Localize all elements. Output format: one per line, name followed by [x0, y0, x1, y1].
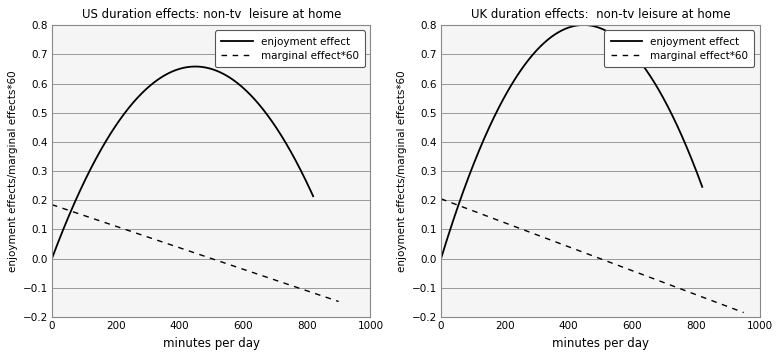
- marginal effect*60: [185, 249, 194, 253]
- Y-axis label: enjoyment effects/marginal effects*60: enjoyment effects/marginal effects*60: [9, 70, 18, 272]
- enjoyment effect: [262, 112, 271, 116]
- marginal effect*60: [437, 197, 446, 201]
- enjoyment effect: [562, 26, 572, 30]
- marginal effect*60: [616, 264, 626, 268]
- Title: UK duration effects:  non-tv leisure at home: UK duration effects: non-tv leisure at h…: [470, 8, 730, 21]
- enjoyment effect: [203, 66, 212, 70]
- enjoyment effect: [692, 169, 701, 174]
- enjoyment effect: [437, 256, 446, 261]
- marginal effect*60: [218, 260, 227, 265]
- Line: marginal effect*60: marginal effect*60: [441, 199, 744, 313]
- marginal effect*60: [327, 297, 337, 301]
- enjoyment effect: [578, 23, 587, 27]
- Line: enjoyment effect: enjoyment effect: [441, 25, 702, 258]
- enjoyment effect: [188, 64, 198, 69]
- Legend: enjoyment effect, marginal effect*60: enjoyment effect, marginal effect*60: [216, 30, 366, 67]
- marginal effect*60: [600, 258, 609, 262]
- Y-axis label: enjoyment effects/marginal effects*60: enjoyment effects/marginal effects*60: [398, 70, 408, 272]
- marginal effect*60: [684, 290, 694, 294]
- marginal effect*60: [739, 310, 748, 315]
- marginal effect*60: [202, 255, 212, 259]
- enjoyment effect: [308, 194, 318, 198]
- enjoyment effect: [173, 67, 182, 72]
- Legend: enjoyment effect, marginal effect*60: enjoyment effect, marginal effect*60: [604, 30, 754, 67]
- Line: enjoyment effect: enjoyment effect: [52, 67, 313, 258]
- Title: US duration effects: non-tv  leisure at home: US duration effects: non-tv leisure at h…: [81, 8, 341, 21]
- enjoyment effect: [171, 68, 180, 72]
- enjoyment effect: [651, 83, 661, 87]
- marginal effect*60: [47, 203, 56, 207]
- marginal effect*60: [580, 251, 590, 255]
- enjoyment effect: [303, 182, 312, 186]
- marginal effect*60: [282, 282, 291, 286]
- X-axis label: minutes per day: minutes per day: [552, 337, 649, 350]
- enjoyment effect: [579, 23, 588, 27]
- enjoyment effect: [191, 64, 200, 69]
- marginal effect*60: [334, 299, 344, 304]
- marginal effect*60: [582, 251, 591, 256]
- enjoyment effect: [47, 256, 56, 261]
- marginal effect*60: [732, 308, 741, 312]
- Line: marginal effect*60: marginal effect*60: [52, 205, 339, 301]
- X-axis label: minutes per day: minutes per day: [162, 337, 260, 350]
- marginal effect*60: [184, 248, 193, 253]
- enjoyment effect: [592, 25, 601, 29]
- enjoyment effect: [697, 185, 707, 189]
- enjoyment effect: [561, 27, 570, 31]
